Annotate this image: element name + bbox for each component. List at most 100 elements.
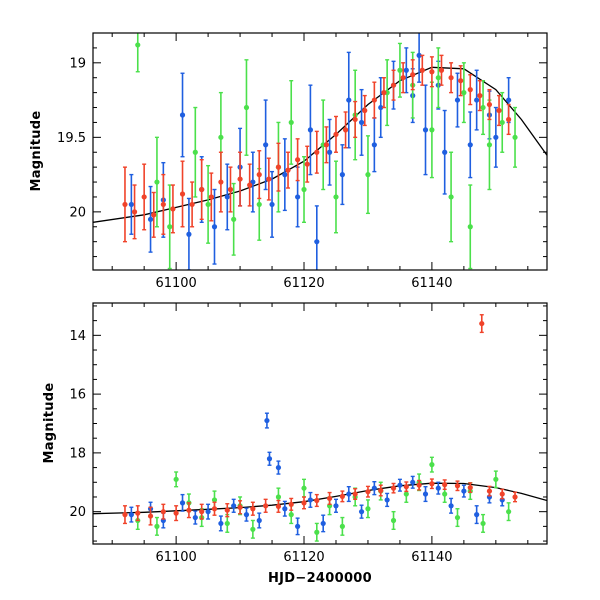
top-point-red xyxy=(257,172,262,177)
bottom-y-tick-label: 14 xyxy=(69,329,86,344)
top-point-blue xyxy=(314,239,319,244)
top-point-green xyxy=(135,42,140,47)
bottom-point-red xyxy=(340,494,345,499)
bottom-point-red xyxy=(301,500,306,505)
top-point-green xyxy=(205,202,210,207)
top-point-red xyxy=(237,176,242,181)
bottom-point-red xyxy=(148,513,153,518)
bottom-point-blue xyxy=(333,503,338,508)
bottom-point-blue xyxy=(410,480,415,485)
top-point-green xyxy=(365,172,370,177)
top-point-blue xyxy=(282,172,287,177)
top-point-green xyxy=(436,75,441,80)
bottom-point-blue xyxy=(436,486,441,491)
bottom-point-blue xyxy=(205,509,210,514)
bottom-point-green xyxy=(301,486,306,491)
top-x-tick-label: 61140 xyxy=(411,276,452,291)
top-point-blue xyxy=(263,142,268,147)
top-point-red xyxy=(151,212,156,217)
bottom-point-blue xyxy=(244,512,249,517)
top-point-red xyxy=(372,97,377,102)
top-point-red xyxy=(218,179,223,184)
top-point-red xyxy=(285,168,290,173)
bottom-point-green xyxy=(391,518,396,523)
bottom-y-tick-label: 20 xyxy=(69,505,86,520)
bottom-point-red xyxy=(479,321,484,326)
bottom-point-green xyxy=(250,527,255,532)
top-point-red xyxy=(391,83,396,88)
bottom-point-red xyxy=(199,509,204,514)
top-point-blue xyxy=(346,97,351,102)
bottom-point-red xyxy=(442,482,447,487)
bottom-point-red xyxy=(500,491,505,496)
top-point-red xyxy=(496,108,501,113)
top-point-blue xyxy=(129,202,134,207)
bottom-point-blue xyxy=(372,486,377,491)
top-point-red xyxy=(209,194,214,199)
top-point-red xyxy=(401,75,406,80)
top-point-blue xyxy=(327,150,332,155)
bottom-point-red xyxy=(417,483,422,488)
top-point-blue xyxy=(506,97,511,102)
top-point-green xyxy=(231,217,236,222)
bottom-point-blue xyxy=(474,512,479,517)
bottom-point-red xyxy=(404,484,409,489)
top-point-red xyxy=(295,157,300,162)
top-point-blue xyxy=(493,135,498,140)
top-point-blue xyxy=(468,142,473,147)
top-point-blue xyxy=(340,172,345,177)
top-point-green xyxy=(448,194,453,199)
bottom-point-blue xyxy=(282,506,287,511)
bottom-point-blue xyxy=(359,509,364,514)
top-point-red xyxy=(132,209,137,214)
top-point-blue xyxy=(308,127,313,132)
bottom-x-tick-label: 61140 xyxy=(411,550,452,565)
top-point-blue xyxy=(295,194,300,199)
top-point-green xyxy=(301,187,306,192)
bottom-point-blue xyxy=(193,515,198,520)
bottom-point-red xyxy=(263,503,268,508)
bottom-point-blue xyxy=(129,512,134,517)
bottom-y-axis-title: Magnitude xyxy=(42,382,57,463)
bottom-point-blue xyxy=(346,491,351,496)
top-point-red xyxy=(343,127,348,132)
top-point-red xyxy=(122,202,127,207)
bottom-point-red xyxy=(174,511,179,516)
bottom-point-red xyxy=(161,509,166,514)
bottom-point-green xyxy=(289,512,294,517)
bottom-point-red xyxy=(237,505,242,510)
top-point-red xyxy=(324,142,329,147)
top-point-red xyxy=(247,182,252,187)
top-point-green xyxy=(257,202,262,207)
bottom-point-red xyxy=(429,481,434,486)
top-point-red xyxy=(276,165,281,170)
bottom-point-blue xyxy=(423,491,428,496)
x-axis-title: HJD−2400000 xyxy=(268,571,372,586)
bottom-point-red xyxy=(122,512,127,517)
bottom-point-red xyxy=(378,488,383,493)
top-point-blue xyxy=(180,112,185,117)
bottom-point-blue xyxy=(276,465,281,470)
bottom-point-green xyxy=(365,506,370,511)
bottom-point-red xyxy=(353,491,358,496)
top-point-blue xyxy=(404,68,409,73)
bottom-point-blue xyxy=(267,456,272,461)
top-point-green xyxy=(397,68,402,73)
top-point-red xyxy=(420,68,425,73)
top-point-green xyxy=(333,194,338,199)
bottom-point-blue xyxy=(231,503,236,508)
bottom-point-red xyxy=(455,483,460,488)
bottom-point-green xyxy=(174,477,179,482)
top-y-tick-label: 20 xyxy=(69,205,86,220)
top-point-red xyxy=(458,78,463,83)
top-y-tick-label: 19.5 xyxy=(57,131,86,146)
bottom-point-blue xyxy=(461,488,466,493)
top-point-red xyxy=(477,93,482,98)
bottom-point-blue xyxy=(321,521,326,526)
top-point-red xyxy=(487,102,492,107)
bottom-point-blue xyxy=(397,483,402,488)
top-point-red xyxy=(170,206,175,211)
top-point-red xyxy=(333,132,338,137)
bottom-point-red xyxy=(468,485,473,490)
top-point-red xyxy=(305,162,310,167)
